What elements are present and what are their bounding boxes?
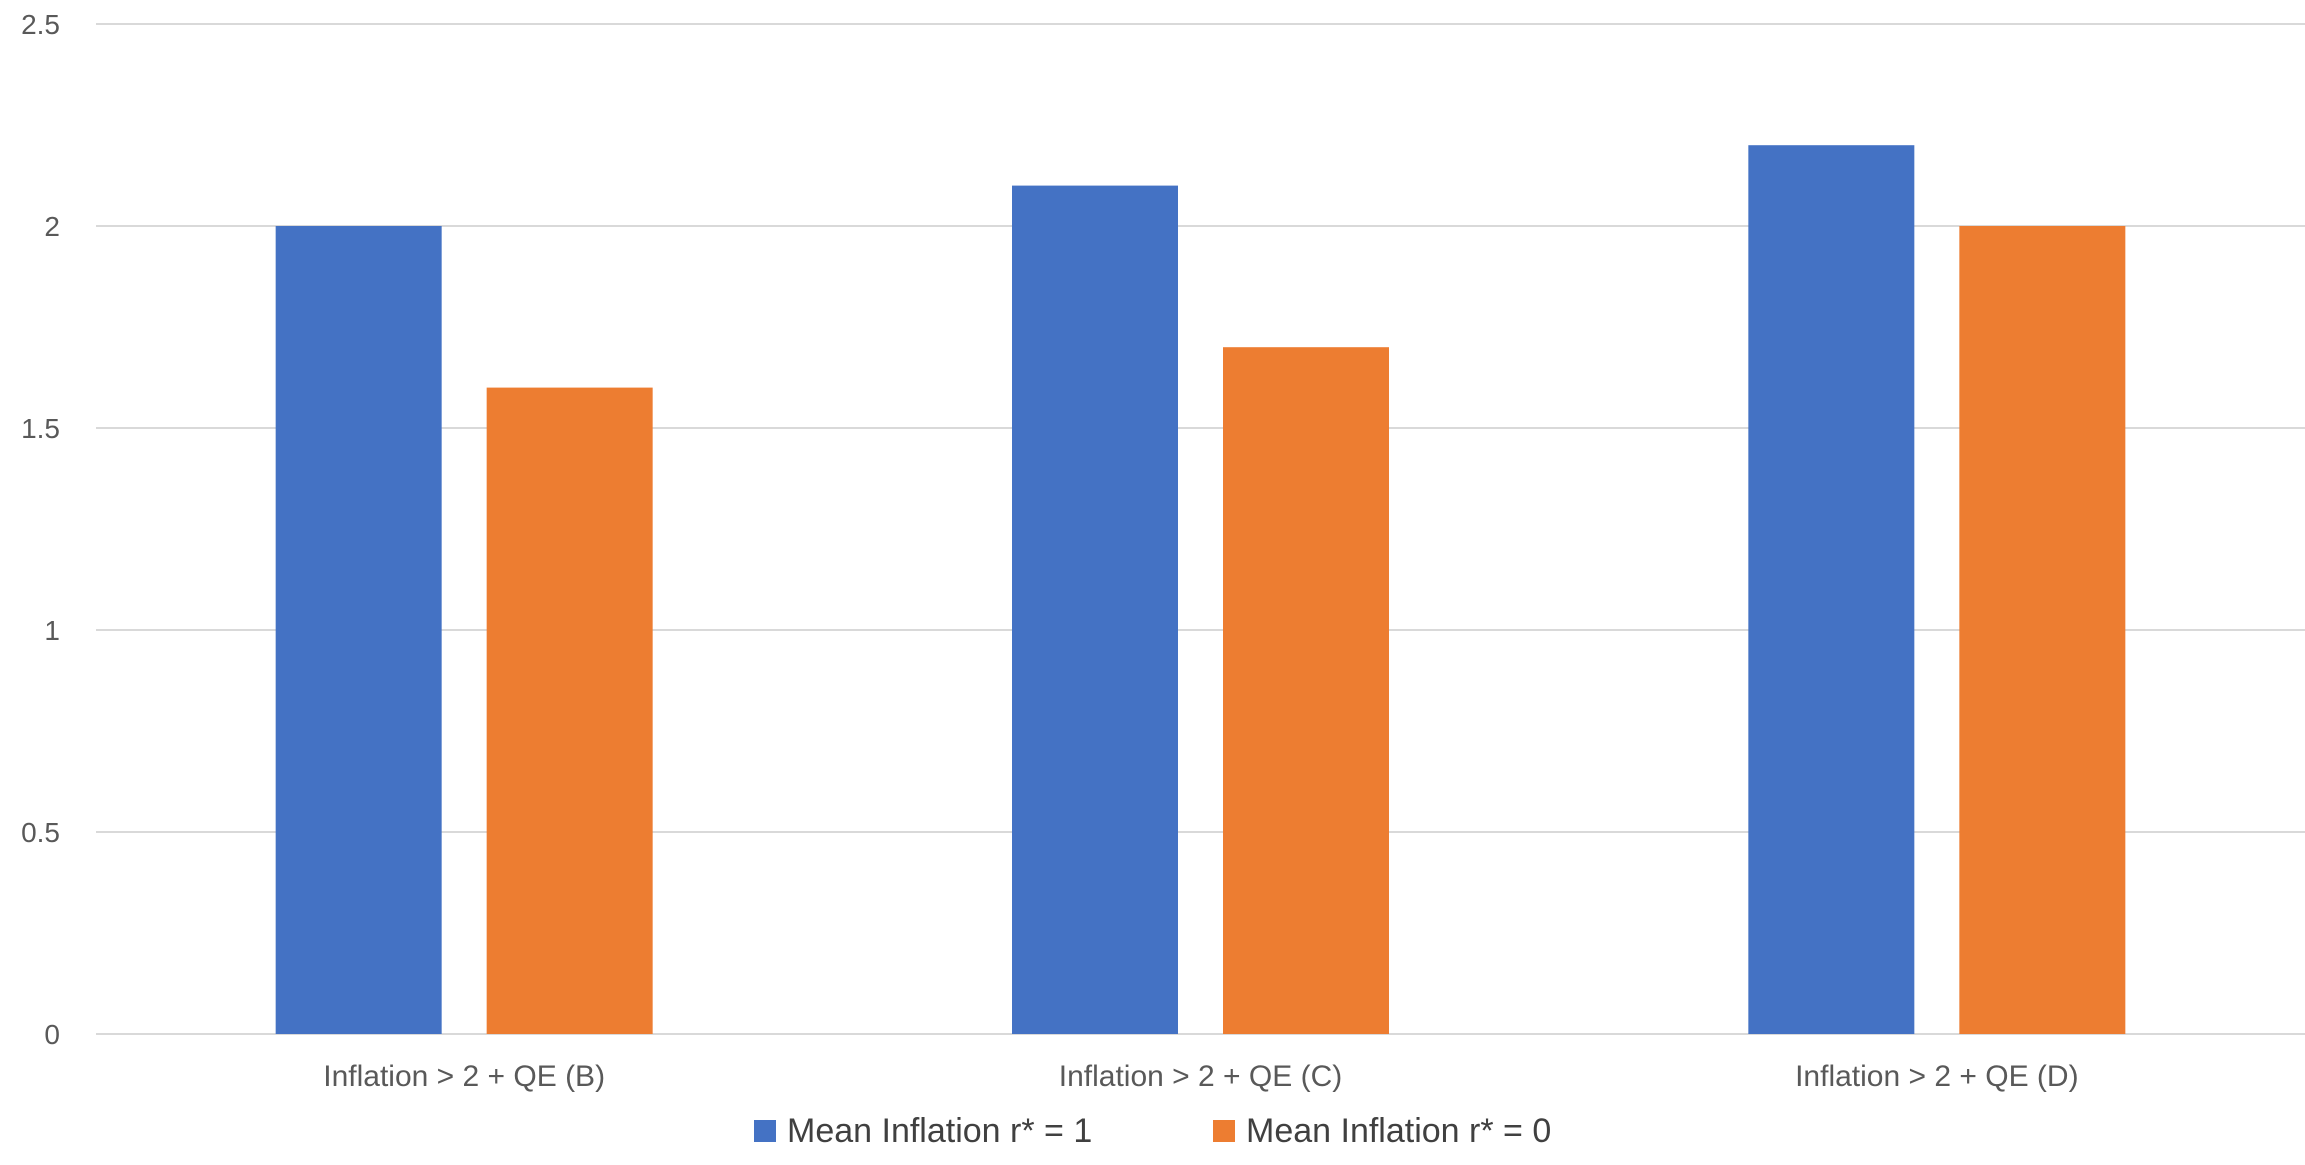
y-tick-label: 1.5	[21, 413, 60, 444]
legend-swatch	[754, 1120, 776, 1142]
bar-series-1-category-2	[1012, 185, 1178, 1035]
y-tick-label: 0.5	[21, 817, 60, 848]
x-category-label: Inflation > 2 + QE (C)	[1059, 1060, 1342, 1093]
bar-series-2-category-2	[1223, 347, 1389, 1034]
gridlines	[96, 23, 2305, 1035]
x-category-label: Inflation > 2 + QE (B)	[323, 1060, 605, 1093]
legend-label: Mean Inflation r* = 0	[1246, 1112, 1551, 1150]
y-tick-label: 0	[44, 1019, 60, 1050]
bar-series-2-category-1	[486, 387, 653, 1035]
y-tick-label: 2	[44, 211, 60, 242]
bar-series-2-category-3	[1959, 226, 2126, 1034]
y-axis-tick-labels: 0 0.5 1 1.5 2 2.5	[21, 9, 60, 1050]
legend-swatch	[1213, 1120, 1235, 1142]
bars	[275, 145, 2126, 1035]
y-tick-label: 1	[44, 615, 60, 646]
legend-label: Mean Inflation r* = 1	[787, 1112, 1092, 1150]
bar-series-1-category-1	[275, 226, 442, 1034]
legend: Mean Inflation r* = 1 Mean Inflation r* =…	[754, 1112, 1551, 1150]
x-category-label: Inflation > 2 + QE (D)	[1795, 1060, 2078, 1093]
bar-series-1-category-3	[1748, 145, 1915, 1034]
y-tick-label: 2.5	[21, 9, 60, 40]
x-axis-category-labels: Inflation > 2 + QE (B) Inflation > 2 + QE…	[323, 1060, 2078, 1093]
